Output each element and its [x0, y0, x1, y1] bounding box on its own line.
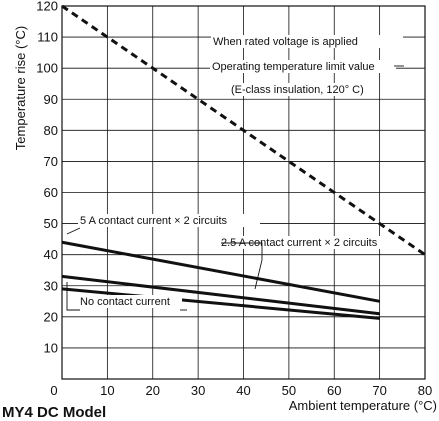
contact-25a-leader	[221, 242, 263, 290]
rated-voltage-bg	[211, 35, 403, 48]
limit-1-bg	[210, 60, 396, 73]
no-contact-bg	[78, 295, 182, 308]
limit-2-callout: (E-class insulation, 120° C)	[229, 83, 364, 96]
annotations: When rated voltage is applied Operating t…	[66, 35, 404, 311]
y-tick-label: 40	[44, 247, 58, 262]
y-tick-label: 30	[44, 278, 58, 293]
limit-1-callout: Operating temperature limit value	[210, 60, 396, 73]
contact-5a-leader	[66, 227, 81, 235]
no-contact-text: No contact current	[80, 296, 170, 308]
limit-2-text: (E-class insulation, 120° C)	[231, 84, 364, 96]
y-tick-labels: 10 20 30 40 50 60 70 80 90 100 110 120	[36, 0, 58, 355]
x-tick-label: 80	[418, 383, 432, 398]
y-tick-label: 60	[44, 185, 58, 200]
x-axis-label: Ambient temperature (°C)	[289, 398, 437, 413]
rated-voltage-text: When rated voltage is applied	[213, 36, 358, 48]
y-tick-label: 10	[44, 340, 58, 355]
x-tick-label: 70	[372, 383, 386, 398]
y-tick-label: 120	[36, 0, 58, 14]
no-contact-leader	[66, 282, 80, 311]
chart-caption: MY4 DC Model	[2, 404, 107, 421]
series-line	[61, 287, 380, 320]
x-tick-label: 50	[282, 383, 296, 398]
x-tick-label: 40	[236, 383, 250, 398]
contact-5a-bg	[78, 214, 260, 227]
y-tick-label: 100	[36, 61, 58, 76]
x-tick-label: 20	[146, 383, 160, 398]
y-tick-label: 50	[44, 216, 58, 231]
series-line	[61, 274, 380, 316]
x-tick-label: 60	[327, 383, 341, 398]
plot-frame	[61, 5, 426, 380]
contact-5a-callout: 5 A contact current × 2 circuits	[78, 214, 260, 227]
y-tick-label: 70	[44, 154, 58, 169]
x-tick-labels: 0 10 20 30 40 50 60 70 80	[50, 383, 432, 398]
series-line	[61, 240, 380, 303]
x-tick-label: 30	[191, 383, 205, 398]
contact-25a-text: 2.5 A contact current × 2 circuits	[221, 237, 378, 249]
y-axis-label: Temperature rise (°C)	[13, 26, 28, 150]
rated-voltage-callout: When rated voltage is applied	[211, 35, 403, 48]
x-tick-label: 10	[100, 383, 114, 398]
contact-25a-bg	[219, 236, 394, 249]
x-tick-label: 0	[50, 383, 57, 398]
y-tick-label: 20	[44, 309, 58, 324]
series-lines	[61, 4, 426, 320]
contact-25a-callout: 2.5 A contact current × 2 circuits	[219, 236, 394, 249]
series-line	[61, 4, 426, 256]
limit-1-text: Operating temperature limit value	[212, 61, 375, 73]
contact-5a-text: 5 A contact current × 2 circuits	[80, 215, 228, 227]
y-tick-label: 80	[44, 123, 58, 138]
no-contact-callout: No contact current	[78, 295, 182, 308]
y-tick-label: 110	[37, 30, 58, 45]
y-tick-label: 90	[44, 92, 58, 107]
limit-2-bg	[229, 83, 362, 96]
